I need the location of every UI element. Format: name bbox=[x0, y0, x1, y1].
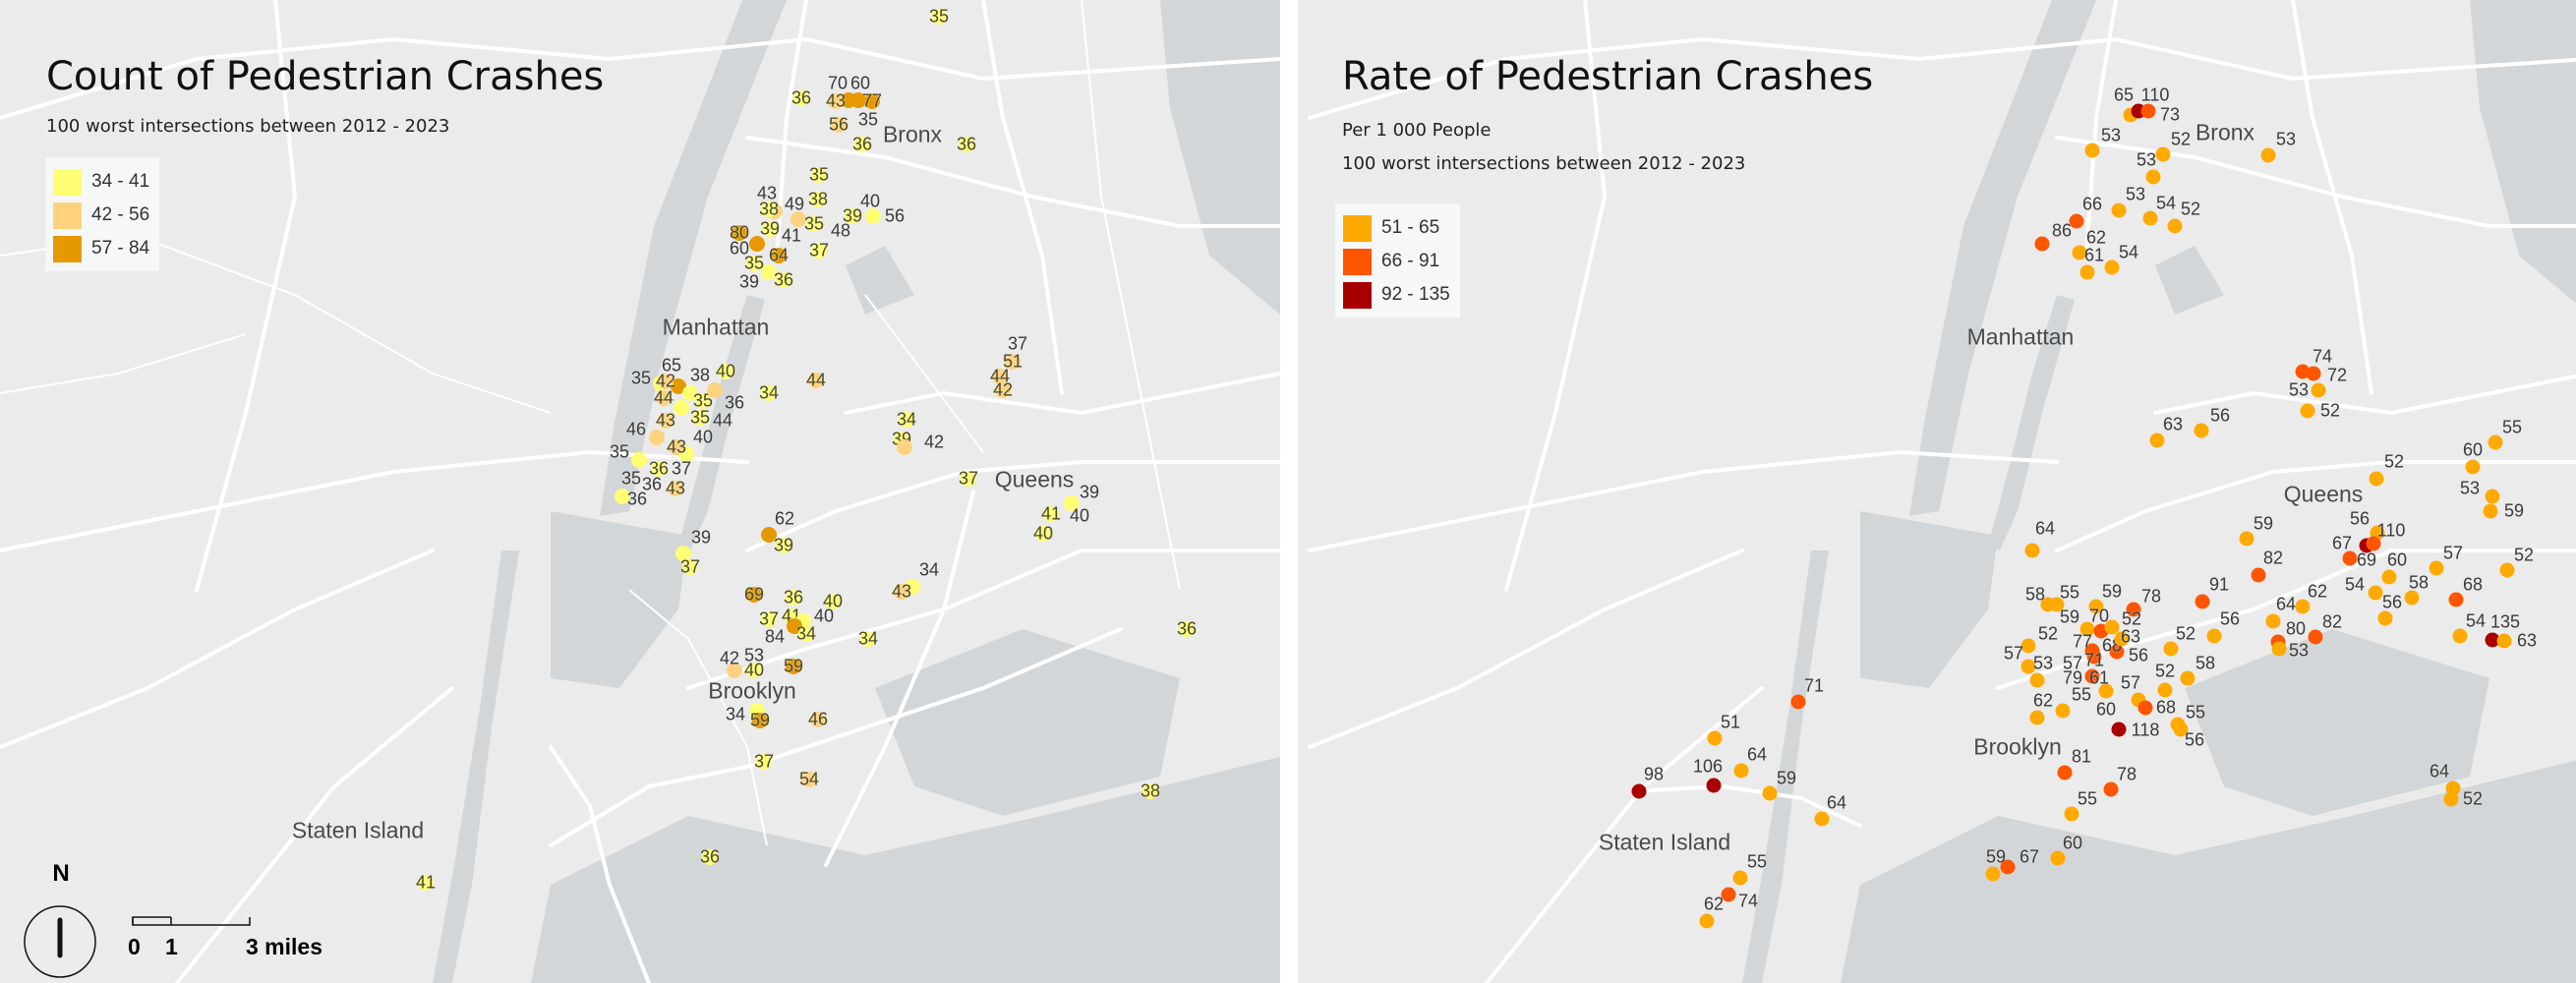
legend-swatch bbox=[1343, 214, 1372, 242]
rate-map-panel[interactable]: Rate of Pedestrian Crashes Per 1 000 Peo… bbox=[1298, 0, 2576, 983]
borough-label-queens: Queens bbox=[994, 466, 1075, 492]
legend-label: 51 - 65 bbox=[1381, 217, 1440, 238]
scale-label-1: 1 bbox=[165, 934, 178, 959]
legend-label: 57 - 84 bbox=[91, 238, 150, 259]
legend-item: 34 - 41 bbox=[53, 165, 149, 199]
basemap bbox=[1308, 0, 2576, 983]
borough-label-brooklyn: Brooklyn bbox=[1973, 733, 2062, 760]
map-subtitle: 100 worst intersections between 2012 - 2… bbox=[1342, 153, 1746, 174]
legend: 34 - 41 42 - 56 57 - 84 bbox=[45, 157, 160, 271]
legend-label: 66 - 91 bbox=[1381, 251, 1440, 271]
basemap bbox=[0, 0, 1280, 983]
legend-swatch bbox=[1343, 281, 1372, 309]
borough-label-bronx: Bronx bbox=[882, 121, 943, 147]
legend-label: 34 - 41 bbox=[91, 171, 150, 192]
map-subtitle: 100 worst intersections between 2012 - 2… bbox=[46, 116, 450, 137]
borough-label-queens: Queens bbox=[2283, 481, 2364, 507]
borough-label-bronx: Bronx bbox=[2195, 119, 2255, 145]
scale-label-0: 0 bbox=[128, 934, 141, 959]
count-map-panel[interactable]: Count of Pedestrian Crashes 100 worst in… bbox=[0, 0, 1280, 983]
legend: 51 - 65 66 - 91 92 - 135 bbox=[1335, 203, 1460, 318]
legend-item: 57 - 84 bbox=[53, 232, 149, 265]
map-title: Count of Pedestrian Crashes bbox=[46, 54, 605, 99]
borough-label-manhattan: Manhattan bbox=[662, 314, 770, 340]
compass-icon bbox=[24, 905, 96, 978]
legend-swatch bbox=[53, 202, 82, 229]
legend-label: 42 - 56 bbox=[91, 204, 150, 225]
legend-label: 92 - 135 bbox=[1381, 284, 1450, 305]
legend-item: 92 - 135 bbox=[1343, 278, 1450, 312]
legend-item: 42 - 56 bbox=[53, 199, 149, 232]
legend-item: 66 - 91 bbox=[1343, 245, 1450, 278]
scale-bar-line bbox=[132, 916, 251, 926]
borough-label-staten-island: Staten Island bbox=[291, 817, 425, 843]
legend-item: 51 - 65 bbox=[1343, 211, 1450, 245]
borough-label-staten-island: Staten Island bbox=[1598, 829, 1731, 855]
north-arrow: N bbox=[24, 860, 98, 978]
borough-label-brooklyn: Brooklyn bbox=[708, 677, 796, 704]
legend-swatch bbox=[1343, 248, 1372, 275]
scale-bar: 0 1 3 miles bbox=[128, 914, 324, 973]
legend-swatch bbox=[53, 168, 82, 196]
borough-label-manhattan: Manhattan bbox=[1966, 323, 2075, 350]
north-label: N bbox=[52, 860, 70, 887]
legend-swatch bbox=[53, 235, 82, 262]
scale-label-3-miles: 3 miles bbox=[246, 934, 322, 959]
map-title: Rate of Pedestrian Crashes bbox=[1342, 54, 1874, 99]
map-subtitle-units: Per 1 000 People bbox=[1342, 120, 1492, 141]
